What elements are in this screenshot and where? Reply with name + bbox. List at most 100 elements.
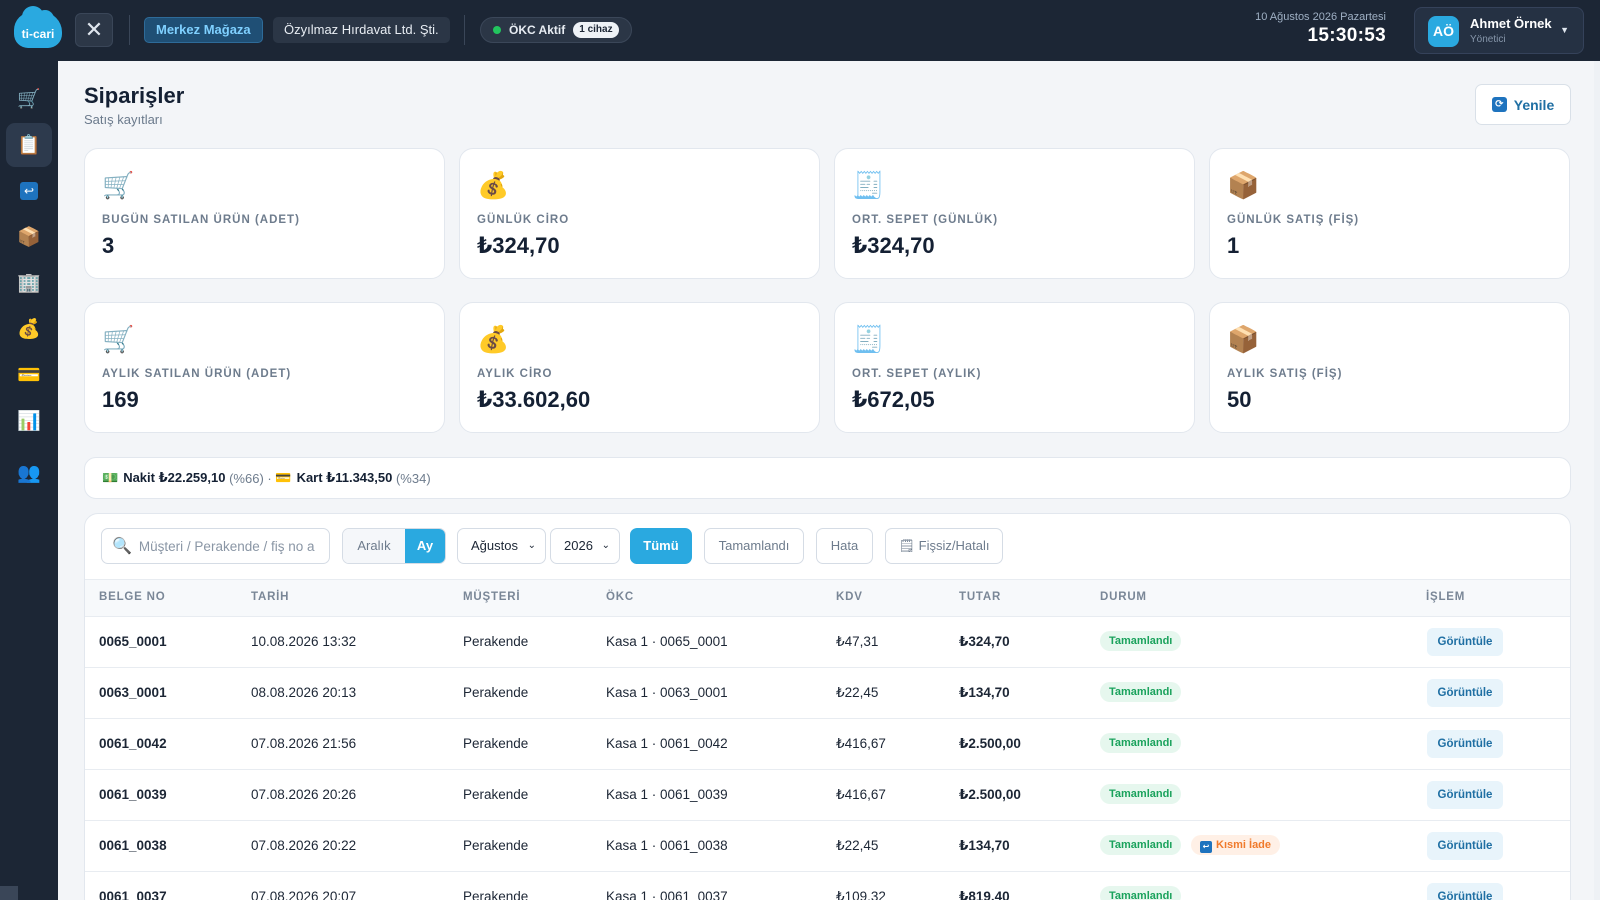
- doc-number: 0061_0038: [99, 838, 167, 853]
- stat-value: 1: [1227, 233, 1240, 258]
- sidebar-item-products[interactable]: 📦: [6, 215, 52, 259]
- view-button[interactable]: Görüntüle: [1427, 628, 1503, 656]
- row-total: ₺2.500,00: [959, 736, 1021, 751]
- page-subtitle: Satış kayıtları: [84, 112, 163, 127]
- stat-value: ₺33.602,60: [477, 387, 591, 412]
- stat-value: 50: [1227, 387, 1252, 412]
- box-icon: 📦: [1227, 170, 1260, 200]
- return-icon: ↩: [1200, 841, 1212, 853]
- current-time: 15:30:53: [1307, 25, 1386, 46]
- stat-card-monthly-items: 🛒 AYLIK SATILAN ÜRÜN (ADET) 169: [84, 302, 445, 433]
- filter-all-button[interactable]: Tümü: [630, 528, 692, 564]
- box-icon: 📦: [1227, 324, 1260, 354]
- search-placeholder: Müşteri / Perakende / fiş no a: [138, 538, 315, 554]
- view-button[interactable]: Görüntüle: [1427, 781, 1503, 809]
- month-select[interactable]: Ağustos ⌄: [457, 528, 546, 564]
- stat-label: BUGÜN SATILAN ÜRÜN (ADET): [102, 214, 300, 226]
- view-button[interactable]: Görüntüle: [1427, 730, 1503, 758]
- row-vat: ₺22,45: [836, 685, 879, 700]
- current-date: 10 Ağustos 2026 Pazartesi: [1255, 11, 1386, 23]
- table-row[interactable]: 0061_0042 07.08.2026 21:56 Perakende Kas…: [85, 719, 1570, 770]
- stat-value: ₺324,70: [477, 233, 560, 258]
- chevron-down-icon: ⌄: [527, 540, 536, 551]
- table-row[interactable]: 0061_0039 07.08.2026 20:26 Perakende Kas…: [85, 770, 1570, 821]
- row-date: 10.08.2026 13:32: [251, 634, 357, 649]
- stat-label: ORT. SEPET (AYLIK): [852, 368, 982, 380]
- row-vat: ₺22,45: [836, 838, 879, 853]
- user-menu[interactable]: AÖ Ahmet Örnek Yönetici ▼: [1414, 7, 1584, 54]
- okc-status-chip[interactable]: ÖKC Aktif 1 cihaz: [480, 17, 632, 43]
- row-date: 08.08.2026 20:13: [251, 685, 357, 700]
- column-header[interactable]: TARİH: [251, 591, 290, 603]
- column-header[interactable]: KDV: [836, 591, 863, 603]
- sidebar-item-payments[interactable]: 💳: [6, 353, 52, 397]
- doc-number: 0061_0037: [99, 889, 167, 900]
- stat-label: GÜNLÜK SATIŞ (FİŞ): [1227, 214, 1360, 226]
- status-badge: Tamamlandı: [1100, 682, 1182, 702]
- table-row[interactable]: 0065_0001 10.08.2026 13:32 Perakende Kas…: [85, 617, 1570, 668]
- view-button[interactable]: Görüntüle: [1427, 832, 1503, 860]
- stat-card-daily-sales: 📦 GÜNLÜK SATIŞ (FİŞ) 1: [1209, 148, 1570, 279]
- sidebar-item-returns[interactable]: ↩: [6, 169, 52, 213]
- filter-error-button[interactable]: Hata: [816, 528, 873, 564]
- sidebar-handle[interactable]: [0, 886, 18, 900]
- sidebar-item-users[interactable]: 👥: [6, 451, 52, 495]
- table-row[interactable]: 0063_0001 08.08.2026 20:13 Perakende Kas…: [85, 668, 1570, 719]
- row-date: 07.08.2026 20:07: [251, 889, 357, 900]
- app-logo[interactable]: ti-cari: [14, 6, 62, 48]
- table-row[interactable]: 0061_0038 07.08.2026 20:22 Perakende Kas…: [85, 821, 1570, 872]
- view-button[interactable]: Görüntüle: [1427, 883, 1503, 900]
- divider: [464, 15, 465, 45]
- cloud-icon: [14, 6, 62, 48]
- column-header[interactable]: İŞLEM: [1426, 591, 1466, 603]
- period-range-option[interactable]: Aralık: [343, 529, 405, 563]
- column-header[interactable]: DURUM: [1100, 591, 1147, 603]
- sidebar-item-reports[interactable]: 📊: [6, 399, 52, 443]
- view-button[interactable]: Görüntüle: [1427, 679, 1503, 707]
- sidebar-item-finance[interactable]: 💰: [6, 307, 52, 351]
- stat-value: ₺672,05: [852, 387, 935, 412]
- column-header[interactable]: ÖKC: [606, 591, 634, 603]
- cart-icon: 🛒: [17, 89, 41, 110]
- column-header[interactable]: TUTAR: [959, 591, 1002, 603]
- period-month-option[interactable]: Ay: [405, 529, 445, 563]
- top-bar: ti-cari ✕ Merkez Mağaza Özyılmaz Hırdava…: [0, 0, 1600, 61]
- filter-receiptless-button[interactable]: 🗒 Fişsiz/Hatalı: [885, 528, 1003, 564]
- cash-percent: (%66): [229, 470, 264, 486]
- row-vat: ₺47,31: [836, 634, 879, 649]
- sidebar-item-companies[interactable]: 🏢: [6, 261, 52, 305]
- sidebar-item-orders[interactable]: 📋: [6, 123, 52, 167]
- store-selector[interactable]: Merkez Mağaza: [144, 17, 263, 43]
- row-customer: Perakende: [463, 838, 529, 853]
- doc-number: 0063_0001: [99, 685, 167, 700]
- table-row[interactable]: 0061_0037 07.08.2026 20:07 Perakende Kas…: [85, 872, 1570, 900]
- stat-value: 169: [102, 387, 139, 412]
- column-header[interactable]: MÜŞTERİ: [463, 591, 521, 603]
- search-input[interactable]: 🔍 Müşteri / Perakende / fiş no a: [101, 528, 330, 564]
- stat-label: AYLIK SATILAN ÜRÜN (ADET): [102, 368, 292, 380]
- money-bag-icon: 💰: [477, 170, 510, 200]
- return-icon: ↩: [20, 182, 38, 200]
- company-name[interactable]: Özyılmaz Hırdavat Ltd. Şti.: [273, 17, 450, 43]
- close-icon[interactable]: ✕: [75, 13, 113, 47]
- stat-card-monthly-revenue: 💰 AYLIK CİRO ₺33.602,60: [459, 302, 820, 433]
- stat-card-daily-basket: 🧾 ORT. SEPET (GÜNLÜK) ₺324,70: [834, 148, 1195, 279]
- refresh-button[interactable]: ⟳ Yenile: [1475, 84, 1571, 125]
- filter-receiptless-label: Fişsiz/Hatalı: [918, 538, 990, 553]
- stat-card-daily-revenue: 💰 GÜNLÜK CİRO ₺324,70: [459, 148, 820, 279]
- stat-card-monthly-sales: 📦 AYLIK SATIŞ (FİŞ) 50: [1209, 302, 1570, 433]
- column-header[interactable]: BELGE NO: [99, 591, 166, 603]
- row-vat: ₺416,67: [836, 787, 886, 802]
- stat-card-daily-items: 🛒 BUGÜN SATILAN ÜRÜN (ADET) 3: [84, 148, 445, 279]
- date-time: 10 Ağustos 2026 Pazartesi 15:30:53: [1255, 11, 1386, 47]
- card-total: Kart ₺11.343,50: [296, 470, 393, 485]
- status-badge: Tamamlandı: [1100, 835, 1182, 855]
- row-customer: Perakende: [463, 787, 529, 802]
- separator: ·: [267, 470, 272, 486]
- sidebar-item-sales[interactable]: 🛒: [6, 77, 52, 121]
- row-total: ₺2.500,00: [959, 787, 1021, 802]
- year-select[interactable]: 2026 ⌄: [550, 528, 620, 564]
- page-scrollbar[interactable]: [1594, 61, 1600, 900]
- filter-completed-button[interactable]: Tamamlandı: [704, 528, 804, 564]
- page-title: Siparişler: [84, 83, 185, 108]
